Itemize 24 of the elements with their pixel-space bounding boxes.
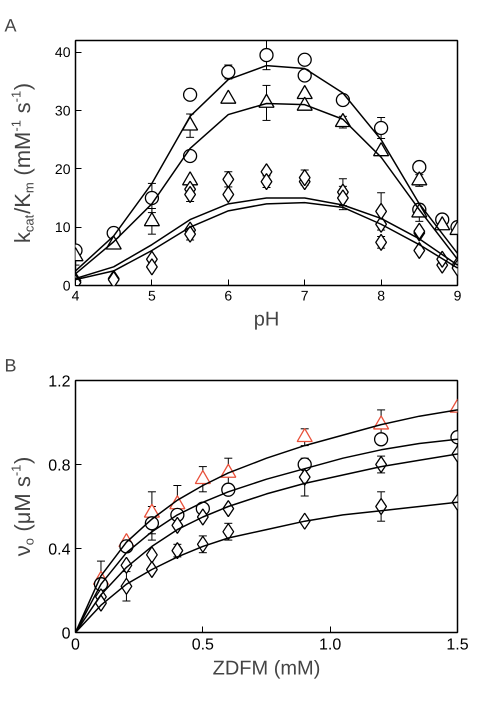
y-tick-label: 0.8 <box>48 458 71 474</box>
y-tick-label: 0 <box>62 278 71 294</box>
y-tick-label: 30 <box>54 102 71 118</box>
x-tick-label: 9 <box>454 288 462 304</box>
y-tick-label: 40 <box>54 44 71 60</box>
y-tick-label: 20 <box>54 160 71 177</box>
x-axis-title: ZDFM (mM) <box>212 658 320 680</box>
x-tick-label: 0.5 <box>192 636 214 654</box>
x-tick-label: 1.5 <box>446 636 469 654</box>
x-tick-label: 6 <box>224 288 232 304</box>
text: kcat/Km (mM-1 s-1) <box>8 82 37 244</box>
y-tick-label: 1.2 <box>48 374 71 390</box>
x-tick-label: 8 <box>377 288 386 304</box>
y-axis-title: νo (μM s-1) <box>8 456 37 556</box>
x-axis-title: pH <box>254 308 280 330</box>
text: B <box>4 356 17 376</box>
x-tick-label: 1.0 <box>319 636 342 654</box>
y-tick-label: 0.4 <box>48 542 71 558</box>
text: A <box>4 16 17 36</box>
x-tick-label: 4 <box>72 288 80 304</box>
x-tick-label: 5 <box>148 288 156 304</box>
y-tick-label: 0 <box>62 626 71 642</box>
x-tick-label: 7 <box>300 288 309 304</box>
y-tick-label: 10 <box>54 219 71 236</box>
